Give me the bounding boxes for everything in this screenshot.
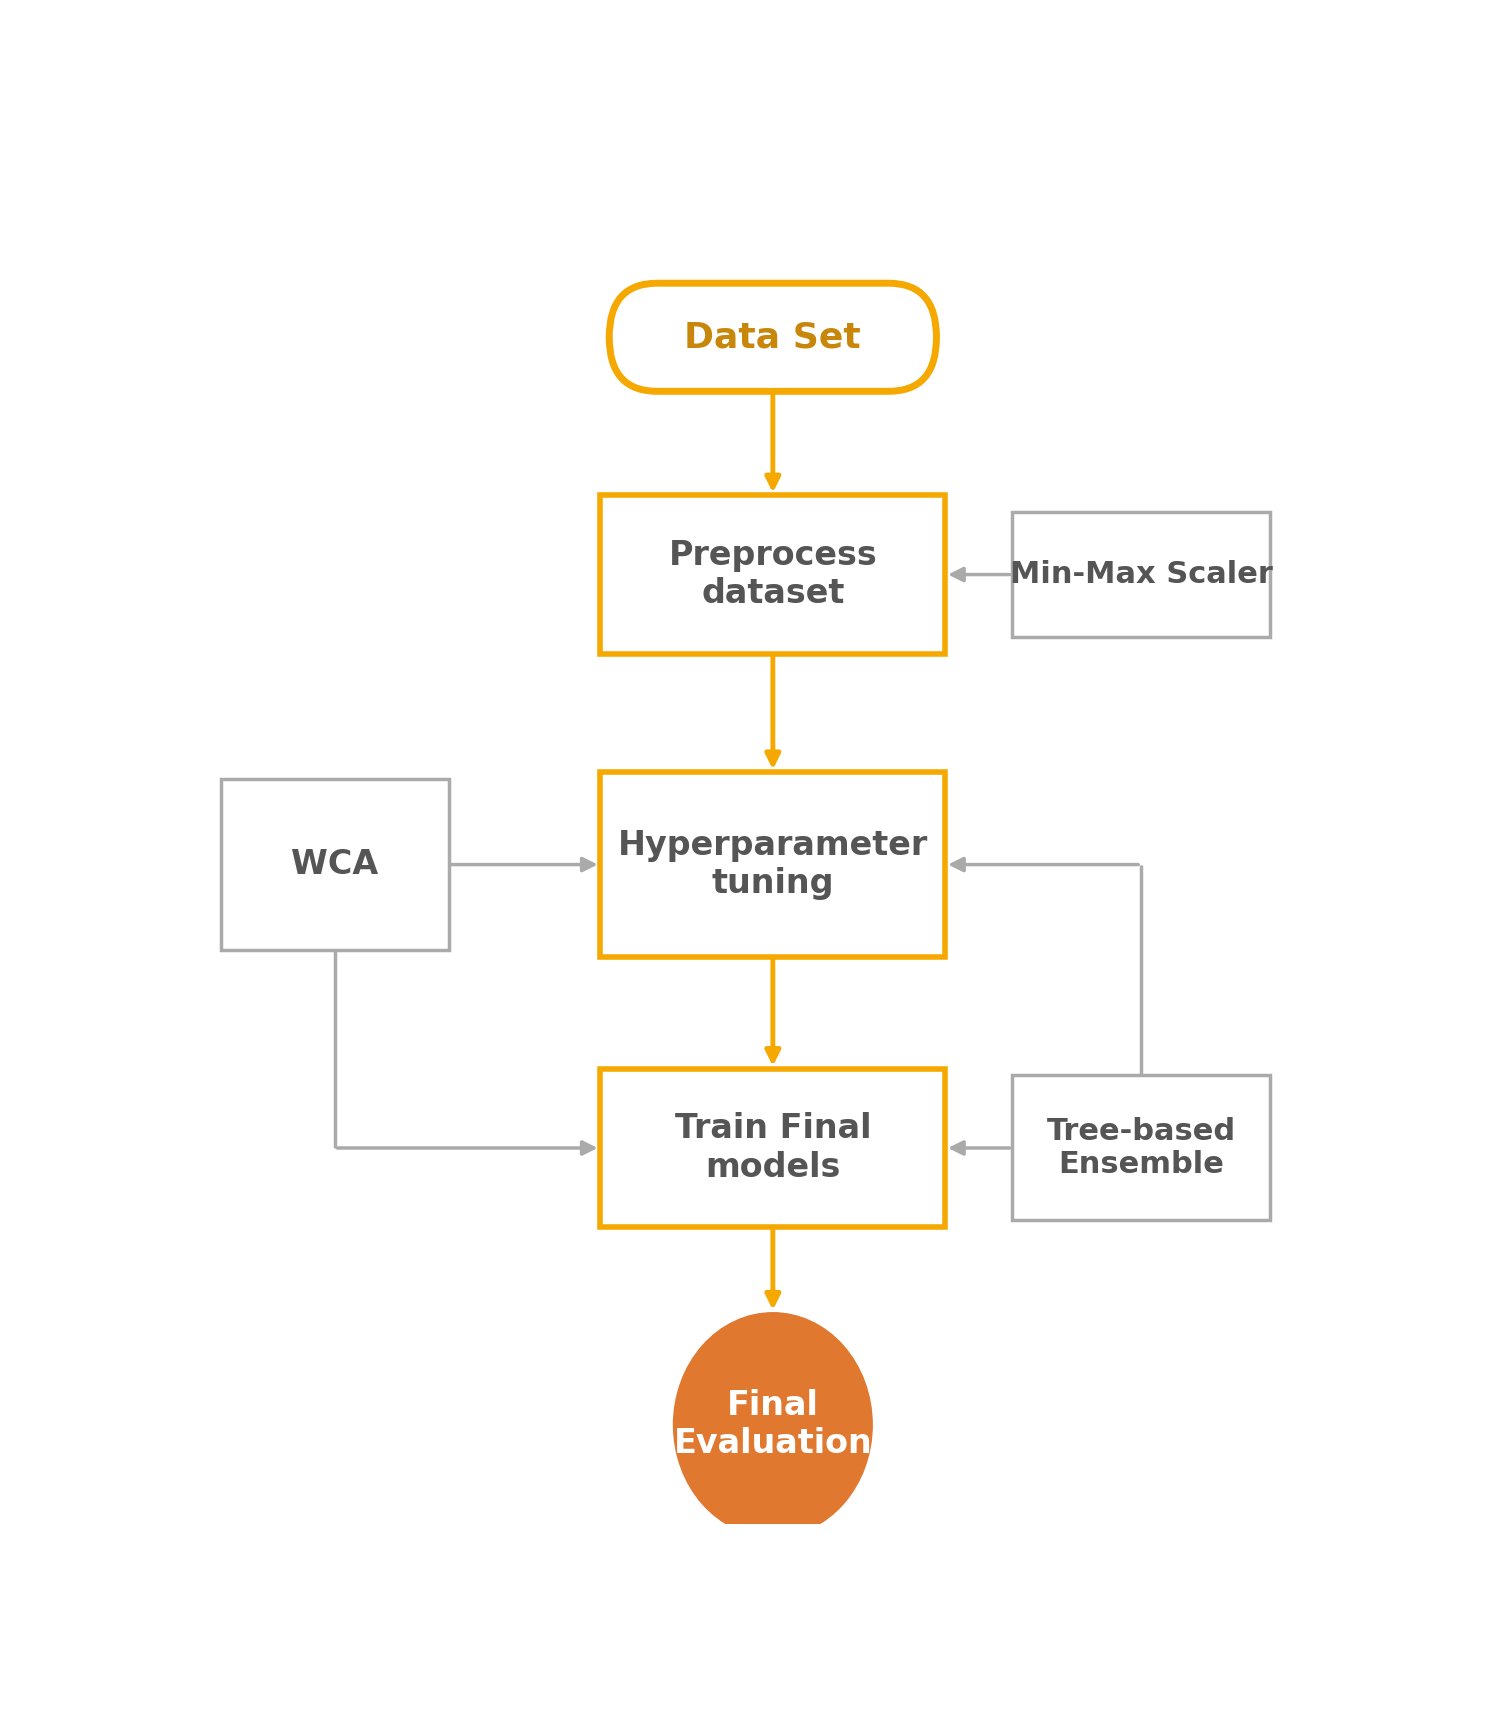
- Text: Hyperparameter
tuning: Hyperparameter tuning: [618, 829, 927, 901]
- Bar: [600, 495, 946, 654]
- Text: Preprocess
dataset: Preprocess dataset: [668, 539, 878, 609]
- Bar: [600, 1068, 946, 1228]
- Text: WCA: WCA: [291, 847, 379, 882]
- FancyBboxPatch shape: [609, 282, 936, 392]
- Text: Final
Evaluation: Final Evaluation: [674, 1388, 872, 1460]
- Text: Data Set: Data Set: [685, 320, 861, 354]
- Text: Train Final
models: Train Final models: [674, 1113, 872, 1183]
- Bar: [1012, 1075, 1270, 1221]
- Bar: [1012, 512, 1270, 637]
- Text: Min-Max Scaler: Min-Max Scaler: [1009, 560, 1273, 589]
- Text: Tree-based
Ensemble: Tree-based Ensemble: [1047, 1116, 1235, 1180]
- Bar: [220, 779, 448, 950]
- Bar: [600, 772, 946, 957]
- Circle shape: [674, 1313, 872, 1537]
